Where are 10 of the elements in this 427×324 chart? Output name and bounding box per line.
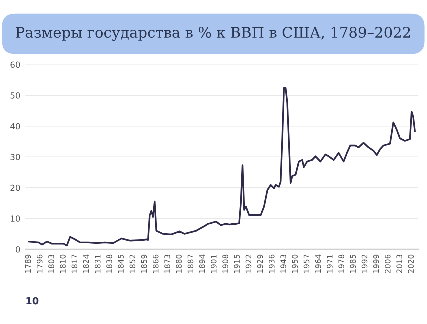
y-tick-label: 0 <box>16 246 20 253</box>
chart-title: Размеры государства в % к ВВП в США, 1789–2022 <box>16 27 410 42</box>
line-series <box>28 87 416 247</box>
text: 10 <box>26 297 39 305</box>
y-tick-label: 20 <box>10 184 20 192</box>
y-tick-label: 10 <box>11 216 20 222</box>
y-tick-label: 60 <box>10 62 20 68</box>
y-tick-label: 50 <box>10 92 20 99</box>
y-tick-label: 40 <box>10 123 20 130</box>
y-tick-label: 30 <box>10 154 20 160</box>
